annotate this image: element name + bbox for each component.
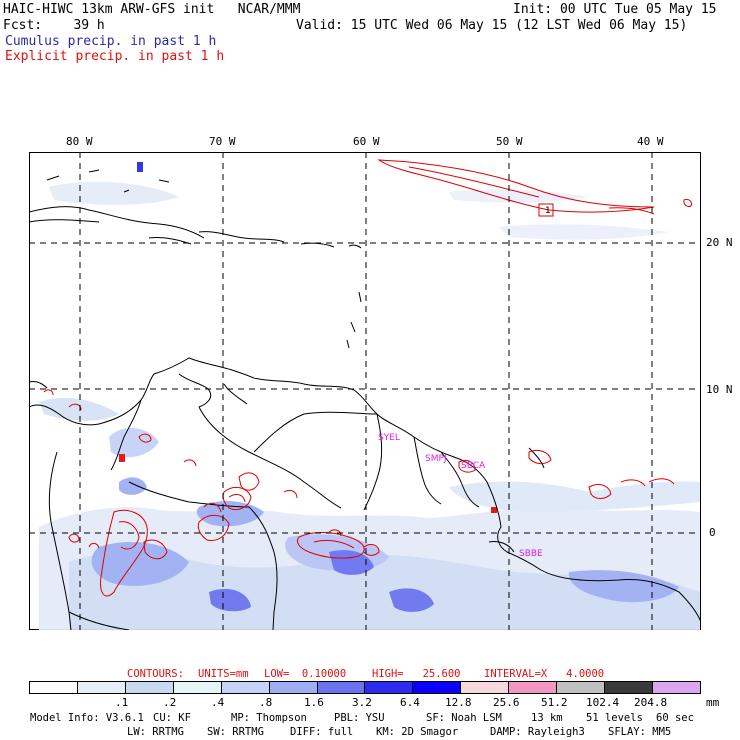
mp-scheme: MP: Thompson bbox=[231, 712, 307, 724]
colorbar-swatch bbox=[125, 682, 174, 693]
colorbar-tick-label: .4 bbox=[211, 696, 225, 709]
colorbar-tick-label: 6.4 bbox=[400, 696, 420, 709]
cumulus-precip-shading bbox=[39, 162, 700, 630]
colorbar-swatch bbox=[221, 682, 270, 693]
colorbar-swatch bbox=[77, 682, 126, 693]
colorbar-swatch bbox=[413, 682, 462, 693]
init-time: Init: 00 UTC Tue 05 May 15 bbox=[513, 2, 717, 17]
valid-time: Valid: 15 UTC Wed 06 May 15 (12 LST Wed … bbox=[296, 18, 688, 33]
plot-title: HAIC-HIWC 13km ARW-GFS init NCAR/MMM bbox=[3, 2, 301, 17]
precipitation-map: 1 SYEL SMPJ SBCA SBBE bbox=[29, 152, 701, 630]
lw-scheme: LW: RRTMG bbox=[127, 726, 184, 738]
colorbar-tick-label: 204.8 bbox=[634, 696, 668, 709]
station-label-sbca: SBCA bbox=[461, 461, 486, 471]
colorbar-swatch bbox=[557, 682, 606, 693]
colorbar-swatch bbox=[365, 682, 414, 693]
colorbar-tick-label: 102.4 bbox=[586, 696, 620, 709]
contours-title: CONTOURS: bbox=[127, 668, 184, 680]
colorbar-tick-label: .2 bbox=[163, 696, 177, 709]
colorbar-swatch bbox=[173, 682, 222, 693]
colorbar-tick-label: .8 bbox=[259, 696, 273, 709]
colorbar-swatch bbox=[652, 682, 700, 693]
cu-scheme: CU: KF bbox=[153, 712, 191, 724]
model-info: Model Info: V3.6.1 bbox=[30, 712, 144, 724]
lon-label-50w: 50 W bbox=[496, 135, 523, 148]
colorbar-swatch bbox=[269, 682, 318, 693]
lat-label-10n: 10 N bbox=[706, 383, 733, 396]
explicit-precip-label: Explicit precip. in past 1 h bbox=[5, 49, 225, 64]
station-label-syel: SYEL bbox=[378, 433, 400, 443]
lon-label-80w: 80 W bbox=[66, 135, 93, 148]
station-label-sbbe: SBBE bbox=[519, 549, 543, 559]
explicit-precip-contours bbox=[43, 159, 692, 597]
sw-scheme: SW: RRTMG bbox=[207, 726, 264, 738]
colorbar-tick-label: 3.2 bbox=[352, 696, 372, 709]
sf-scheme: SF: Noah LSM bbox=[426, 712, 502, 724]
contours-low: LOW= 0.10000 bbox=[264, 668, 347, 680]
lon-label-60w: 60 W bbox=[353, 135, 380, 148]
colorbar-tick-label: 1.6 bbox=[304, 696, 324, 709]
diff-option: DIFF: full bbox=[290, 726, 354, 738]
colorbar-tick-label: 25.6 bbox=[493, 696, 520, 709]
contours-high: HIGH= 25.600 bbox=[372, 668, 461, 680]
lon-label-40w: 40 W bbox=[637, 135, 664, 148]
colorbar-tick-label: .1 bbox=[115, 696, 129, 709]
contours-interval: INTERVAL=X 4.0000 bbox=[484, 668, 605, 680]
lon-label-70w: 70 W bbox=[209, 135, 236, 148]
colorbar-tick-label: 12.8 bbox=[445, 696, 472, 709]
time-step: 60 sec bbox=[656, 712, 694, 724]
grid-resolution: 13 km bbox=[531, 712, 563, 724]
cumulus-precip-label: Cumulus precip. in past 1 h bbox=[5, 34, 217, 49]
precip-colorbar bbox=[29, 681, 701, 694]
colorbar-swatch bbox=[461, 682, 510, 693]
sflay-option: SFLAY: MM5 bbox=[608, 726, 672, 738]
station-label-smpj: SMPJ bbox=[425, 454, 447, 464]
lat-label-0: 0 bbox=[709, 526, 716, 539]
forecast-hour: Fcst: 39 h bbox=[3, 18, 105, 33]
vertical-levels: 51 levels bbox=[586, 712, 643, 724]
lat-label-20n: 20 N bbox=[706, 236, 733, 249]
contour-box-label: 1 bbox=[545, 206, 551, 216]
damp-option: DAMP: Rayleigh3 bbox=[490, 726, 585, 738]
lat-lon-grid bbox=[29, 152, 701, 630]
contours-units: UNITS=mm bbox=[198, 668, 249, 680]
km-option: KM: 2D Smagor bbox=[376, 726, 459, 738]
pbl-scheme: PBL: YSU bbox=[334, 712, 385, 724]
colorbar-tick-label: 51.2 bbox=[541, 696, 568, 709]
coastlines bbox=[29, 169, 701, 630]
colorbar-swatch bbox=[30, 682, 78, 693]
colorbar-swatch bbox=[605, 682, 653, 693]
colorbar-unit: mm bbox=[706, 696, 720, 709]
colorbar-swatch bbox=[509, 682, 558, 693]
colorbar-swatch bbox=[317, 682, 366, 693]
